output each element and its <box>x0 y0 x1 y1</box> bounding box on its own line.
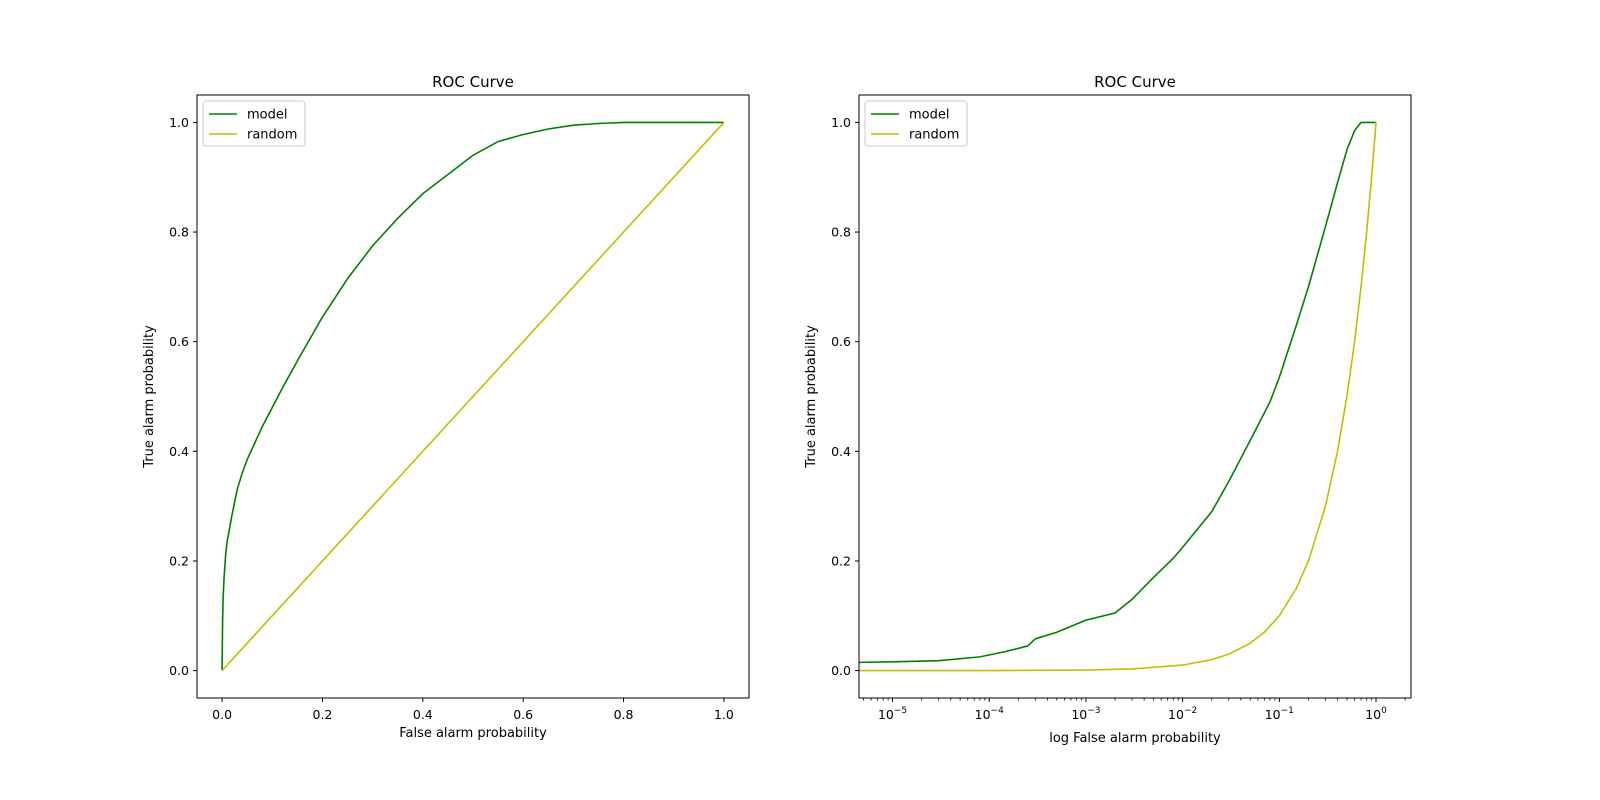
chart-root: 0.0 0.2 0.4 0.6 0.8 1.0 0.0 0.2 0.4 0.6 0.8 1.0 ROC … <box>142 73 1412 746</box>
series-line-model <box>221 121 724 671</box>
x-tick-label-base: 10 <box>1071 707 1087 722</box>
x-tick-label-exponent: −5 <box>894 706 907 716</box>
x-tick-label-base: 10 <box>1365 707 1381 722</box>
chart-title: ROC Curve <box>432 73 514 91</box>
x-tick-label: 1.0 <box>714 707 734 722</box>
x-tick-label: 0.0 <box>212 707 232 722</box>
y-tick-label: 1.0 <box>831 115 851 130</box>
y-tick-label: 0.8 <box>831 225 851 240</box>
y-tick-label: 0.6 <box>831 334 851 349</box>
chart-title: ROC Curve <box>1094 73 1176 91</box>
x-axis-label: log False alarm probability <box>1049 731 1221 746</box>
x-tick-label-exponent: −3 <box>1087 706 1100 716</box>
x-tick-label-exponent: −1 <box>1281 706 1294 716</box>
series-line-random <box>859 122 1377 672</box>
x-tick-label-base: 10 <box>1265 707 1281 722</box>
legend-label-model: model <box>909 108 949 123</box>
x-tick-label: 0.4 <box>413 707 433 722</box>
y-tick-label: 0.2 <box>169 553 189 568</box>
y-tick-label: 0.6 <box>169 334 189 349</box>
y-tick-label: 0.4 <box>169 444 189 459</box>
subplot-1: 0.0 0.2 0.4 0.6 0.8 1.0 0.0 0.2 0.4 0.6 0.8 1.0 ROC … <box>142 73 750 741</box>
x-tick-label-exponent: −2 <box>1184 706 1197 716</box>
x-tick-label: 10−2 <box>1168 706 1197 722</box>
y-tick-label: 0.0 <box>169 663 189 678</box>
series-line-model <box>859 121 1377 664</box>
x-tick-label: 100 <box>1365 706 1387 722</box>
x-tick-label-exponent: 0 <box>1381 706 1387 716</box>
axes-frame <box>196 94 750 699</box>
x-tick-label-base: 10 <box>878 707 894 722</box>
axes-frame <box>858 94 1412 699</box>
legend-label-random: random <box>247 128 297 143</box>
y-tick-label: 0.0 <box>831 663 851 678</box>
x-tick-label-exponent: −4 <box>991 706 1005 716</box>
x-tick-label: 0.2 <box>313 707 333 722</box>
y-tick-label: 0.8 <box>169 225 189 240</box>
x-tick-label: 0.8 <box>614 707 634 722</box>
x-tick-label: 0.6 <box>513 707 533 722</box>
y-tick-label: 0.2 <box>831 553 851 568</box>
y-tick-label: 1.0 <box>169 115 189 130</box>
legend-label-random: random <box>909 128 959 143</box>
x-tick-label: 10−5 <box>878 706 907 722</box>
x-axis-label: False alarm probability <box>399 726 547 741</box>
y-tick-label: 0.4 <box>831 444 851 459</box>
legend: model random <box>864 100 968 147</box>
y-axis-label: True alarm probability <box>804 325 819 469</box>
legend: model random <box>202 100 306 147</box>
x-tick-label: 10−1 <box>1265 706 1294 722</box>
x-tick-label: 10−4 <box>975 706 1004 722</box>
x-tick-label: 10−3 <box>1071 706 1100 722</box>
y-axis-label: True alarm probability <box>142 325 157 469</box>
x-tick-label-base: 10 <box>1168 707 1184 722</box>
legend-label-model: model <box>247 108 287 123</box>
series-line-random <box>221 121 725 672</box>
subplot-2: 0.00.20.40.60.81.010−5 10−4 10−3 10−2 10−1 10… <box>804 73 1412 746</box>
x-tick-label-base: 10 <box>975 707 991 722</box>
